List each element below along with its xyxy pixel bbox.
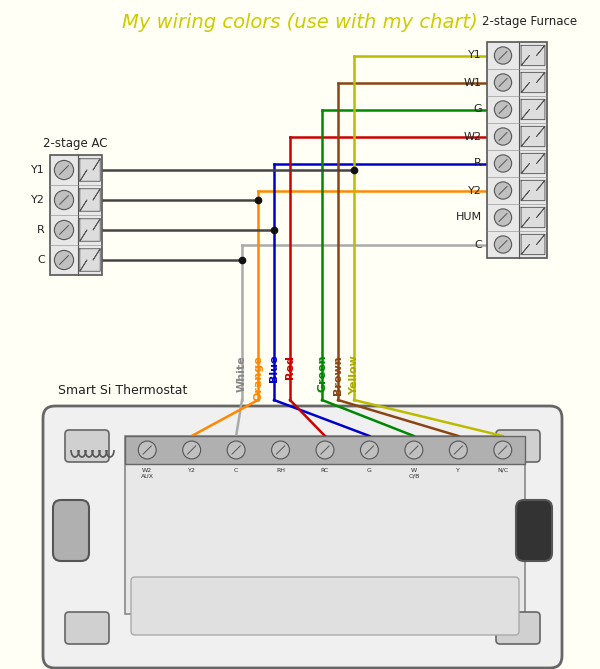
Circle shape: [55, 250, 74, 270]
Polygon shape: [521, 153, 545, 174]
FancyBboxPatch shape: [131, 577, 519, 635]
Circle shape: [449, 441, 467, 459]
Text: N/C: N/C: [497, 468, 508, 473]
Circle shape: [272, 441, 290, 459]
Text: 2-stage AC: 2-stage AC: [43, 137, 107, 150]
Bar: [50, 155, 102, 275]
Text: Y2: Y2: [468, 185, 482, 195]
FancyBboxPatch shape: [65, 612, 109, 644]
Circle shape: [494, 441, 512, 459]
Text: W2
AUX: W2 AUX: [141, 468, 154, 479]
Circle shape: [494, 209, 512, 226]
Polygon shape: [80, 249, 100, 271]
FancyBboxPatch shape: [43, 406, 562, 668]
Circle shape: [55, 161, 74, 179]
Circle shape: [494, 74, 512, 91]
Text: W2: W2: [464, 132, 482, 142]
Text: W
O/B: W O/B: [408, 468, 419, 479]
Text: Y: Y: [457, 468, 460, 473]
Circle shape: [494, 236, 512, 253]
Text: Red: Red: [285, 355, 295, 379]
Text: Y2: Y2: [31, 195, 45, 205]
Text: C: C: [474, 240, 482, 250]
Circle shape: [316, 441, 334, 459]
Text: Y2: Y2: [188, 468, 196, 473]
Text: G: G: [367, 468, 372, 473]
Circle shape: [494, 47, 512, 64]
Text: C: C: [234, 468, 238, 473]
Text: Y1: Y1: [31, 165, 45, 175]
Text: RC: RC: [321, 468, 329, 473]
Text: G: G: [473, 104, 482, 114]
Circle shape: [55, 191, 74, 209]
Circle shape: [227, 441, 245, 459]
Polygon shape: [521, 72, 545, 92]
Polygon shape: [80, 189, 100, 211]
Text: R: R: [474, 159, 482, 169]
Text: HUM: HUM: [456, 213, 482, 223]
Circle shape: [361, 441, 379, 459]
Polygon shape: [80, 219, 100, 242]
Circle shape: [405, 441, 423, 459]
Polygon shape: [521, 207, 545, 227]
Circle shape: [183, 441, 200, 459]
FancyBboxPatch shape: [516, 500, 552, 561]
Bar: [125, 436, 525, 464]
Text: Brown: Brown: [333, 355, 343, 395]
Bar: [487, 42, 547, 258]
Text: Smart Si Thermostat: Smart Si Thermostat: [58, 383, 187, 397]
Circle shape: [494, 182, 512, 199]
FancyBboxPatch shape: [496, 430, 540, 462]
Polygon shape: [521, 45, 545, 66]
Polygon shape: [521, 126, 545, 147]
Circle shape: [138, 441, 156, 459]
Text: Green: Green: [317, 355, 327, 393]
Text: 2-stage Furnace: 2-stage Furnace: [482, 15, 578, 28]
Circle shape: [55, 220, 74, 240]
Text: Blue: Blue: [269, 355, 279, 383]
Polygon shape: [521, 234, 545, 255]
Circle shape: [494, 155, 512, 172]
Circle shape: [494, 128, 512, 145]
Polygon shape: [521, 181, 545, 201]
FancyBboxPatch shape: [53, 500, 89, 561]
Text: W1: W1: [464, 78, 482, 88]
Circle shape: [494, 101, 512, 118]
Polygon shape: [521, 100, 545, 120]
Text: RH: RH: [276, 468, 285, 473]
Bar: [125, 436, 525, 614]
Text: My wiring colors (use with my chart): My wiring colors (use with my chart): [122, 13, 478, 31]
FancyBboxPatch shape: [65, 430, 109, 462]
Text: White: White: [237, 355, 247, 391]
Polygon shape: [80, 159, 100, 181]
Text: C: C: [37, 255, 45, 265]
FancyBboxPatch shape: [496, 612, 540, 644]
Text: Yellow: Yellow: [349, 355, 359, 395]
Text: R: R: [37, 225, 45, 235]
Text: Orange: Orange: [253, 355, 263, 401]
Text: Y1: Y1: [468, 50, 482, 60]
